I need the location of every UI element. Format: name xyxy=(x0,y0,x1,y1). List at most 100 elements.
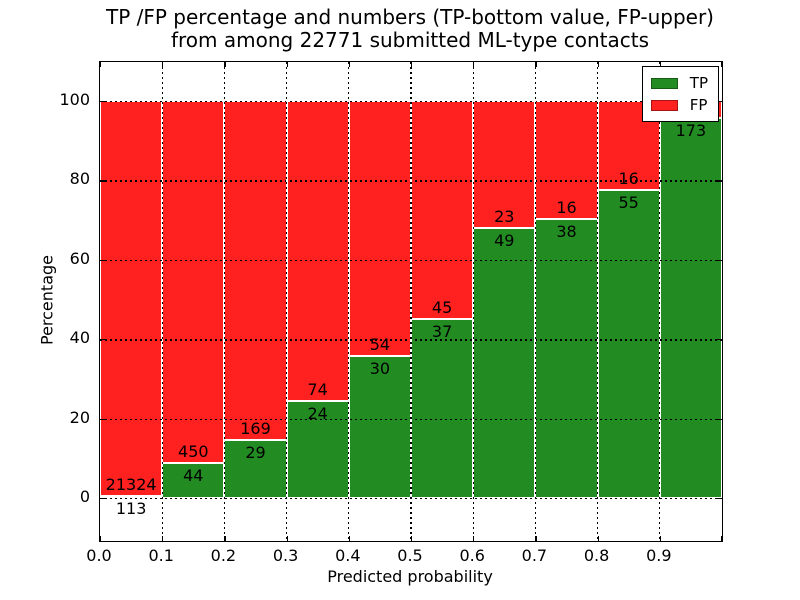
x-tick-label: 0.4 xyxy=(335,546,361,565)
x-tick-mark xyxy=(286,536,288,541)
legend-item-fp: FP xyxy=(650,94,708,116)
fp-color-swatch xyxy=(650,99,678,111)
y-tick-label: 60 xyxy=(69,248,90,268)
fp-count-label: 169 xyxy=(240,418,271,438)
y-tick-mark xyxy=(100,339,105,341)
tp-count-label: 30 xyxy=(369,359,391,379)
x-tick-mark xyxy=(473,62,475,67)
y-tick-mark xyxy=(100,259,105,261)
x-tick-mark xyxy=(659,536,661,541)
x-tick-mark xyxy=(100,62,102,67)
fp-count-label: 450 xyxy=(178,441,209,461)
legend: TP FP xyxy=(641,66,719,122)
y-tick-mark xyxy=(100,418,105,420)
x-tick-mark xyxy=(100,536,102,541)
x-gridline xyxy=(223,62,226,541)
fp-bar xyxy=(286,100,349,401)
tp-count-label: 55 xyxy=(618,193,639,213)
y-tick-mark xyxy=(100,498,105,500)
y-tick-mark xyxy=(717,100,722,103)
y-tick-label: 100 xyxy=(59,89,90,109)
chart-title-line2: from among 22771 submitted ML-type conta… xyxy=(170,28,650,52)
tp-bar xyxy=(535,218,598,499)
x-gridline xyxy=(348,62,350,541)
x-tick-label: 0.1 xyxy=(148,546,174,565)
x-tick-mark xyxy=(286,62,288,67)
x-tick-mark xyxy=(348,62,350,67)
x-tick-label: 0.3 xyxy=(272,546,299,565)
x-tick-mark xyxy=(348,536,350,541)
x-tick-label: 0.5 xyxy=(397,546,423,565)
y-tick-mark xyxy=(717,498,722,500)
x-tick-mark xyxy=(162,62,164,67)
tp-bar xyxy=(473,227,536,499)
x-tick-mark xyxy=(162,536,164,541)
tp-count-label: 113 xyxy=(115,498,147,518)
fp-count-label: 54 xyxy=(369,335,391,355)
tp-count-label: 49 xyxy=(494,230,515,250)
plot-area: TP FP 21324 113 450 44 169 29 74 24 54 30 45 37 23 49… xyxy=(99,61,723,542)
fp-count-label: 23 xyxy=(494,206,515,226)
x-tick-mark xyxy=(597,536,599,541)
x-gridline xyxy=(534,62,537,541)
tp-bar xyxy=(224,439,287,499)
y-tick-mark xyxy=(100,180,105,182)
y-tick-label: 40 xyxy=(69,328,90,348)
tp-bar xyxy=(348,356,411,499)
chart-title-line1: TP /FP percentage and numbers (TP-bottom… xyxy=(106,5,714,29)
x-tick-mark xyxy=(535,62,537,67)
fp-bar xyxy=(100,100,163,496)
fp-bar xyxy=(348,100,411,357)
x-tick-label: 0.6 xyxy=(459,546,485,565)
x-gridline xyxy=(472,62,474,541)
x-gridline xyxy=(659,62,661,541)
x-tick-label: 0.0 xyxy=(86,546,112,565)
tp-bar xyxy=(162,462,225,499)
x-tick-mark xyxy=(720,62,722,67)
x-gridline xyxy=(161,62,163,541)
fp-count-label: 16 xyxy=(556,197,577,217)
chart-title: TP /FP percentage and numbers (TP-bottom… xyxy=(99,6,721,52)
y-tick-label: 20 xyxy=(69,407,90,427)
tp-count-label: 29 xyxy=(245,442,266,462)
y-tick-mark xyxy=(717,418,722,420)
y-tick-label: 80 xyxy=(69,169,90,189)
x-tick-mark xyxy=(224,536,226,541)
fp-bar xyxy=(162,100,225,463)
x-tick-label: 0.7 xyxy=(521,546,548,565)
tp-count-label: 38 xyxy=(556,221,577,241)
legend-item-tp: TP xyxy=(650,72,708,94)
x-tick-mark xyxy=(411,536,413,541)
tp-count-label: 37 xyxy=(431,321,453,341)
y-tick-label: 0 xyxy=(79,487,90,507)
tp-count-label: 44 xyxy=(183,465,204,485)
x-gridline xyxy=(285,62,288,541)
tp-count-label: 173 xyxy=(675,121,707,141)
x-tick-mark xyxy=(720,536,722,541)
fp-count-label: 74 xyxy=(307,379,328,399)
fp-count-label: 21324 xyxy=(105,474,157,494)
tp-count-label: 24 xyxy=(307,403,328,423)
fp-count-label: 45 xyxy=(431,297,453,317)
x-tick-mark xyxy=(411,62,413,67)
legend-label-fp: FP xyxy=(689,95,708,114)
y-tick-mark xyxy=(717,259,722,261)
x-gridline xyxy=(410,62,412,541)
y-tick-mark xyxy=(717,339,722,341)
tp-bar xyxy=(597,190,660,499)
x-tick-label: 0.8 xyxy=(583,546,610,565)
x-tick-mark xyxy=(535,536,537,541)
x-tick-mark xyxy=(224,62,226,67)
x-axis-label: Predicted probability xyxy=(327,567,493,586)
fp-count-label: 16 xyxy=(618,169,639,189)
tp-color-swatch xyxy=(650,77,678,89)
x-tick-mark xyxy=(659,62,661,67)
legend-label-tp: TP xyxy=(689,73,708,92)
x-tick-label: 0.9 xyxy=(646,546,672,565)
x-tick-mark xyxy=(473,536,475,541)
y-tick-mark xyxy=(100,100,105,103)
x-tick-label: 0.2 xyxy=(210,546,237,565)
x-tick-mark xyxy=(597,62,599,67)
y-tick-mark xyxy=(717,180,722,182)
